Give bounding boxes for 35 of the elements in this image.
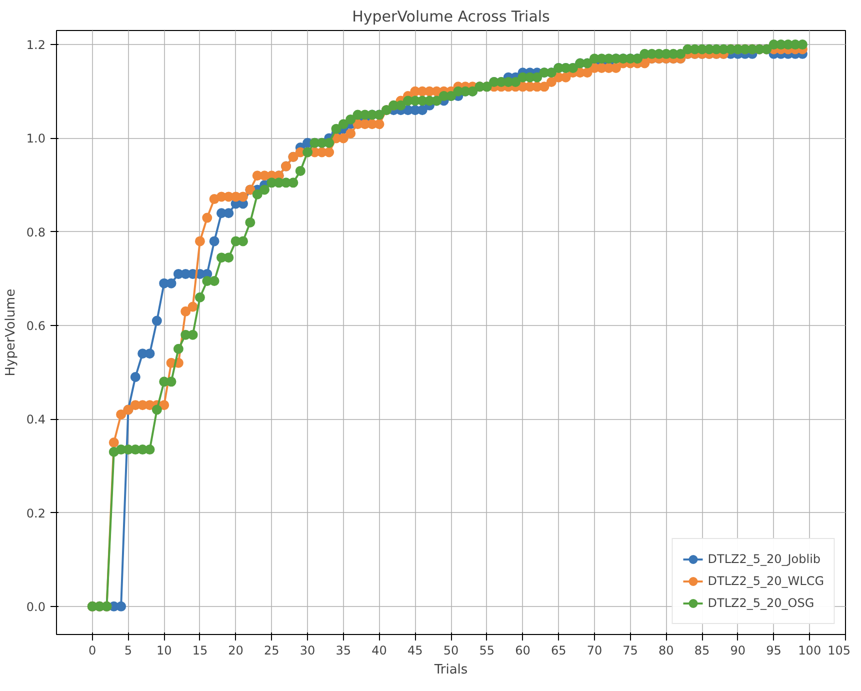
x-tick-label: 100 [798, 644, 822, 658]
y-tick-label: 1.2 [26, 38, 46, 52]
x-tick-label: 80 [658, 644, 674, 658]
legend-label: DTLZ2_5_20_WLCG [708, 574, 824, 588]
x-axis-title: Trials [433, 662, 468, 678]
x-tick-label: 105 [828, 644, 850, 658]
x-tick-label: 25 [264, 644, 280, 658]
x-tick-label: 20 [228, 644, 244, 658]
x-tick-label: 95 [766, 644, 782, 658]
x-tick-label: 65 [550, 644, 566, 658]
x-tick-label: 55 [479, 644, 495, 658]
y-tick-label: 0.0 [26, 600, 46, 614]
y-tick-label: 0.6 [26, 318, 46, 333]
x-tick-label: 35 [336, 644, 352, 658]
y-tick-label: 0.2 [26, 506, 46, 520]
x-tick-label: 0 [88, 644, 96, 658]
x-tick-label: 90 [730, 644, 746, 658]
y-axis-title: HyperVolume [3, 288, 18, 376]
x-tick-label: 60 [515, 644, 530, 658]
x-tick-label: 30 [300, 644, 316, 658]
x-tick-label: 5 [124, 644, 132, 658]
x-tick-label: 40 [372, 644, 387, 658]
legend-label: DTLZ2_5_20_OSG [708, 596, 814, 610]
x-tick-label: 70 [586, 644, 602, 658]
x-tick-label: 85 [694, 644, 710, 658]
y-tick-label: 0.4 [26, 412, 46, 427]
x-tick-label: 50 [443, 644, 459, 658]
legend-label: DTLZ2_5_20_Joblib [708, 552, 821, 566]
x-tick-label: 15 [192, 644, 208, 658]
y-tick-label: 0.8 [26, 225, 46, 240]
chart-title: HyperVolume Across Trials [352, 8, 550, 26]
x-tick-label: 45 [408, 644, 423, 658]
y-tick-label: 1.0 [26, 132, 46, 146]
x-tick-label: 75 [622, 644, 638, 658]
x-tick-label: 10 [156, 644, 172, 658]
